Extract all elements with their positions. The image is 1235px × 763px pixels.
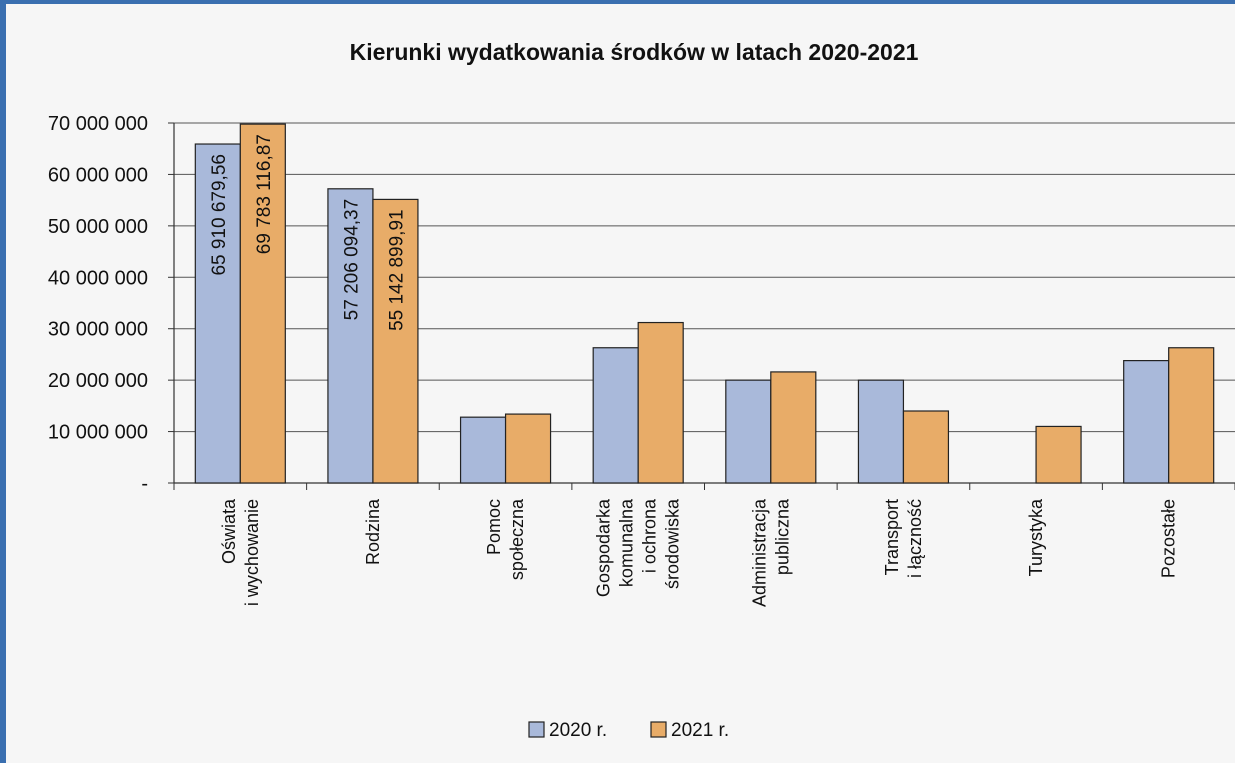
legend-swatch	[528, 721, 545, 738]
x-category-label: Administracja	[749, 498, 769, 607]
bar-2021	[372, 198, 419, 484]
bars: 65 910 679,56 57 206 094,37 69 783 116,87 5…	[194, 123, 1215, 484]
bar-chart: Kierunki wydatkowania środków w latach 2…	[48, 39, 1235, 741]
legend: 2020 r. 2021 r.	[528, 720, 729, 741]
data-label: 69 783 116,87	[254, 134, 275, 254]
y-tick-label: -	[141, 473, 148, 495]
bar-2021	[902, 410, 950, 484]
x-category-label: Gospodarka	[594, 498, 614, 597]
x-category-label: Transport	[882, 499, 902, 575]
y-tick-label: 70 000 000	[48, 113, 148, 135]
legend-label: 2021 r.	[671, 720, 729, 741]
bar-2020	[857, 379, 905, 484]
bar-2021	[770, 371, 817, 484]
data-label: 55 142 899,91	[386, 209, 407, 331]
x-category-label: Turystyka	[1026, 498, 1046, 576]
bar-2021	[504, 413, 552, 484]
bar-2020	[459, 416, 507, 484]
data-label: 65 910 679,56	[209, 154, 230, 276]
bar-2020	[592, 347, 639, 484]
x-category-label: i ochrona	[640, 498, 660, 573]
y-tick-label: 20 000 000	[48, 370, 148, 392]
bar-2021	[637, 321, 684, 484]
x-axis-labels: Oświata i wychowanie Rodzina Pomoc społeczna…	[219, 498, 1179, 607]
x-category-label: Oświata	[219, 498, 239, 564]
x-category-label: i łączność	[905, 499, 925, 578]
legend-swatch	[650, 721, 667, 738]
bar-2021	[239, 123, 286, 484]
legend-label: 2020 r.	[549, 720, 607, 741]
bar-2020	[194, 143, 241, 484]
bar-2020	[725, 379, 772, 484]
y-tick-label: 50 000 000	[48, 216, 148, 238]
x-category-label: publiczna	[772, 498, 792, 575]
y-tick-label: 40 000 000	[48, 267, 148, 289]
x-category-label: społeczna	[507, 498, 527, 580]
y-tick-label: 10 000 000	[48, 422, 148, 444]
x-category-label: Pozostałe	[1159, 499, 1179, 578]
chart-title: Kierunki wydatkowania środków w latach 2…	[350, 39, 919, 65]
x-category-label: Pomoc	[484, 499, 504, 555]
x-category-label: środowiska	[663, 498, 683, 589]
x-category-label: komunalna	[617, 498, 637, 587]
data-label: 57 206 094,37	[341, 199, 362, 321]
bar-2021	[1168, 347, 1215, 484]
bar-2020	[1123, 360, 1170, 484]
x-category-label: i wychowanie	[242, 499, 262, 606]
y-tick-label: 30 000 000	[48, 319, 148, 341]
x-category-label: Rodzina	[363, 498, 383, 565]
bar-2021	[1035, 425, 1082, 484]
y-tick-label: 60 000 000	[48, 164, 148, 186]
